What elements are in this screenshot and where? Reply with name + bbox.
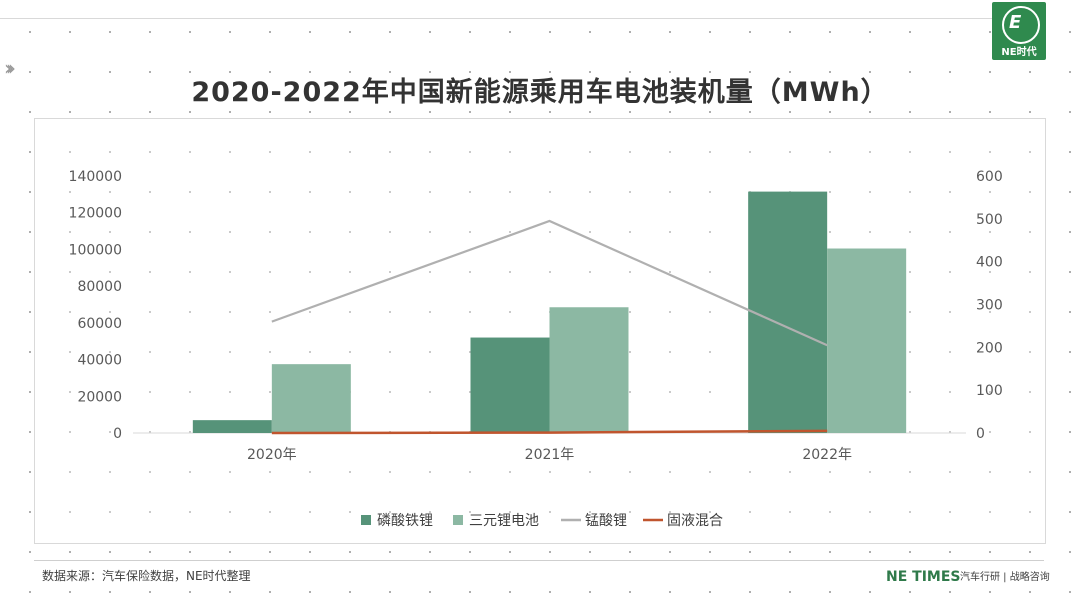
y-right-tick-label: 400 (976, 255, 1003, 271)
logo-text: NE时代 (1001, 47, 1037, 58)
y-left-tick-label: 20000 (77, 389, 122, 405)
y-right-tick-label: 300 (976, 298, 1003, 314)
footer-divider (34, 560, 1044, 561)
line-lmo (271, 219, 828, 347)
y-left-tick-label: 140000 (69, 169, 122, 185)
logo-mark-icon: E (1002, 6, 1040, 44)
y-left-tick-label: 40000 (77, 353, 122, 369)
y-right-tick-label: 0 (976, 426, 985, 442)
y-right-tick-label: 500 (976, 212, 1003, 228)
line-solid-liquid (271, 429, 828, 435)
footer-tagline: 汽车行研 | 战略咨询 (960, 572, 1050, 583)
legend-ncm-swatch (453, 515, 463, 525)
legend-solid-liquid-label: 固液混合 (667, 513, 723, 529)
x-tick-label: 2020年 (247, 447, 297, 463)
bars (192, 191, 907, 433)
y-left-tick-label: 60000 (77, 316, 122, 332)
legend-lfp-label: 磷酸铁锂 (377, 513, 433, 529)
legend-ncm-label: 三元锂电池 (469, 513, 539, 529)
bar-lfp-2 (748, 191, 828, 433)
legend-lmo-label: 锰酸锂 (585, 513, 627, 529)
y-left-tick-label: 120000 (69, 206, 122, 222)
y-right-tick-label: 200 (976, 340, 1003, 356)
y-left-tick-label: 0 (113, 426, 122, 442)
x-tick-label: 2021年 (525, 447, 575, 463)
y-left-tick-label: 80000 (77, 279, 122, 295)
x-tick-label: 2022年 (802, 447, 852, 463)
legend: 磷酸铁锂 三元锂电池 锰酸锂 固液混合 (361, 513, 723, 529)
y-right-tick-label: 600 (976, 169, 1003, 185)
y-left-tick-label: 100000 (69, 242, 122, 258)
series-lines (271, 219, 828, 435)
y-right-tick-label: 100 (976, 383, 1003, 399)
logo-mark: E (1009, 12, 1022, 33)
y-left-axis: 0 20000 40000 60000 80000 100000 120000 140000 (69, 169, 122, 442)
data-source: 数据来源：汽车保险数据，NE时代整理 (42, 569, 251, 583)
chart-title: 2020-2022年中国新能源乘用车电池装机量（MWh） (191, 77, 889, 108)
bar-ncm-2 (827, 248, 907, 433)
bar-ncm-1 (549, 307, 629, 433)
footer-brand: NE TIMES (886, 569, 961, 585)
bar-lfp-1 (470, 337, 550, 433)
y-right-axis: 0 100 200 300 400 500 600 (976, 169, 1003, 442)
x-axis: 2020年 2021年 2022年 (247, 447, 852, 463)
top-divider (0, 18, 1000, 19)
ne-times-logo: E NE时代 (992, 2, 1046, 60)
bar-ncm-0 (271, 364, 351, 433)
bar-lfp-0 (192, 420, 272, 433)
legend-lfp-swatch (361, 515, 371, 525)
